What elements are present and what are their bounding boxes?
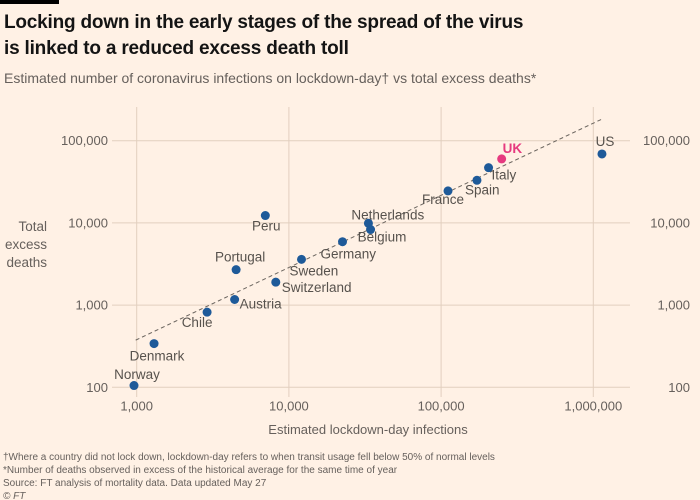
point-label-austria: Austria <box>240 296 283 311</box>
point-label-us: US <box>596 134 615 149</box>
data-point-norway <box>129 381 139 391</box>
footnote-dagger: †Where a country did not lock down, lock… <box>3 452 495 463</box>
y-axis-title-line-3: deaths <box>6 255 47 270</box>
chart-title: Locking down in the early stages of the … <box>4 12 524 59</box>
point-label-norway: Norway <box>114 367 160 382</box>
point-label-switzerland: Switzerland <box>282 280 352 295</box>
y-axis-title-line-1: Total <box>18 219 47 234</box>
y-tick-left-100: 100 <box>86 380 108 395</box>
chart-subtitle: Estimated number of coronavirus infectio… <box>4 70 537 86</box>
data-point-germany <box>338 237 348 247</box>
point-label-france: France <box>422 192 464 207</box>
chart-footer: †Where a country did not lock down, lock… <box>3 451 495 500</box>
x-axis-title: Estimated lockdown-day infections <box>268 422 468 437</box>
point-label-peru: Peru <box>252 219 281 234</box>
data-point-us <box>597 149 607 159</box>
y-tick-right-100000: 100,000 <box>643 133 690 148</box>
y-tick-right-1000: 1,000 <box>657 298 690 313</box>
point-label-uk: UK <box>503 141 523 156</box>
x-tick-100000: 100,000 <box>418 399 465 414</box>
data-point-france <box>443 186 453 196</box>
copyright: © FT <box>3 491 26 500</box>
y-axis-title-line-2: excess <box>5 237 47 252</box>
x-tick-10000: 10,000 <box>269 399 309 414</box>
trendline <box>135 118 604 341</box>
data-point-peru <box>260 211 270 221</box>
x-tick-1000000: 1,000,000 <box>564 399 622 414</box>
y-tick-left-1000: 1,000 <box>75 298 108 313</box>
point-label-chile: Chile <box>182 315 213 330</box>
data-point-chile <box>202 307 212 317</box>
point-label-netherlands: Netherlands <box>351 207 424 222</box>
data-point-italy <box>484 163 494 173</box>
data-point-belgium <box>366 225 376 235</box>
data-point-spain <box>472 175 482 185</box>
source-line: Source: FT analysis of mortality data. D… <box>3 478 267 489</box>
data-point-switzerland <box>271 277 281 287</box>
data-point-denmark <box>149 339 159 349</box>
point-label-spain: Spain <box>465 182 500 197</box>
point-label-portugal: Portugal <box>215 250 265 265</box>
point-label-belgium: Belgium <box>358 230 407 245</box>
ft-top-bar <box>0 0 59 4</box>
point-label-sweden: Sweden <box>289 263 338 278</box>
y-tick-right-10000: 10,000 <box>650 215 690 230</box>
data-point-sweden <box>296 254 306 264</box>
point-label-denmark: Denmark <box>130 349 185 364</box>
data-point-austria <box>230 294 240 304</box>
y-tick-right-100: 100 <box>668 380 690 395</box>
data-point-portugal <box>231 265 241 275</box>
point-label-germany: Germany <box>321 247 377 262</box>
footnote-asterisk: *Number of deaths observed in excess of … <box>3 465 398 476</box>
data-point-uk <box>497 154 507 164</box>
y-tick-left-100000: 100,000 <box>61 133 108 148</box>
y-tick-left-10000: 10,000 <box>68 215 108 230</box>
point-label-italy: Italy <box>492 168 517 183</box>
x-tick-1000: 1,000 <box>120 399 153 414</box>
